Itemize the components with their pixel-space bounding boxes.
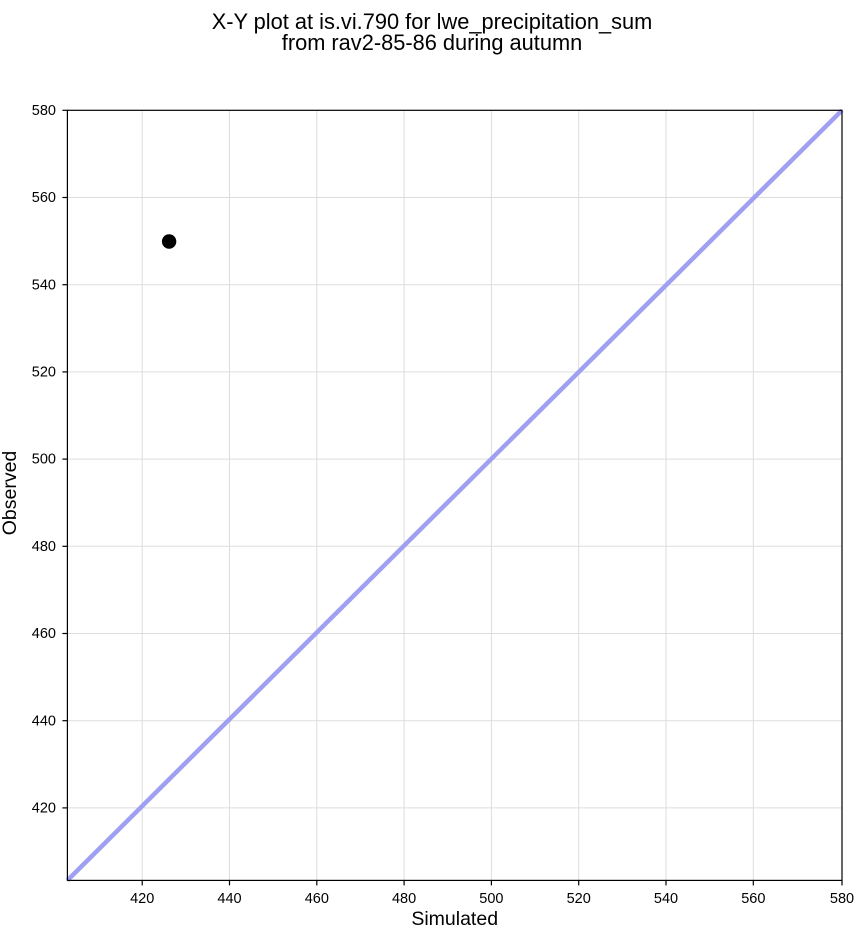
- svg-text:420: 420: [130, 891, 154, 907]
- svg-text:560: 560: [741, 891, 765, 907]
- svg-text:520: 520: [32, 365, 56, 381]
- svg-text:540: 540: [32, 277, 56, 293]
- svg-text:480: 480: [392, 891, 416, 907]
- svg-text:580: 580: [830, 891, 854, 907]
- svg-text:480: 480: [32, 539, 56, 555]
- svg-text:540: 540: [654, 891, 678, 907]
- svg-text:420: 420: [32, 801, 56, 817]
- svg-text:Simulated: Simulated: [411, 908, 498, 930]
- svg-text:580: 580: [32, 103, 56, 119]
- svg-text:Observed: Observed: [0, 451, 21, 536]
- svg-text:440: 440: [217, 891, 241, 907]
- svg-text:500: 500: [32, 452, 56, 468]
- svg-text:460: 460: [32, 626, 56, 642]
- svg-text:440: 440: [32, 713, 56, 729]
- svg-text:460: 460: [305, 891, 329, 907]
- svg-text:500: 500: [479, 891, 503, 907]
- svg-text:560: 560: [32, 190, 56, 206]
- svg-text:520: 520: [567, 891, 591, 907]
